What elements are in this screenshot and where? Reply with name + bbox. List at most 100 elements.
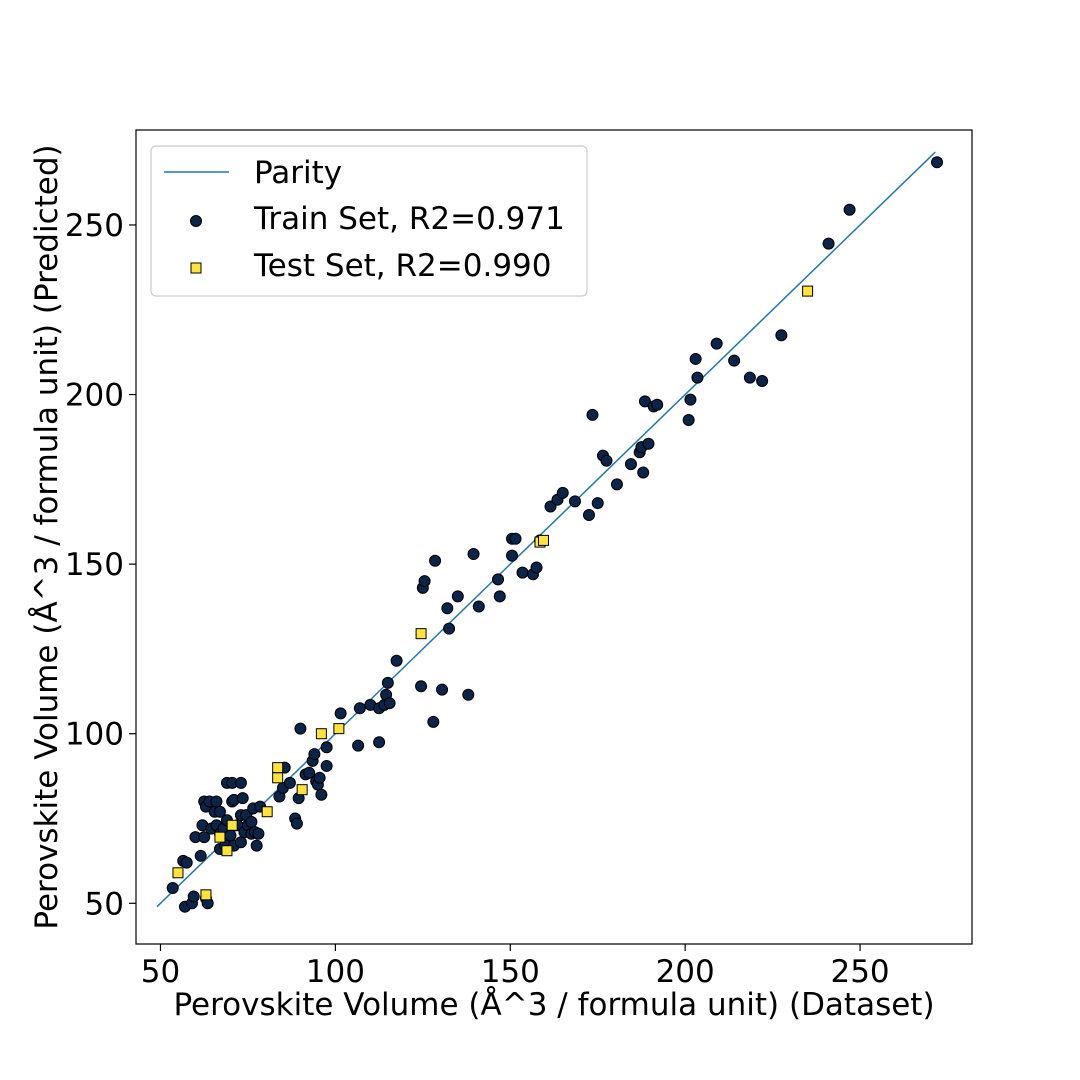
train-point xyxy=(224,829,237,842)
legend-train-label: Train Set, R2=0.971 xyxy=(253,201,565,237)
train-point xyxy=(586,408,599,421)
train-point xyxy=(166,882,179,895)
train-point xyxy=(600,454,613,467)
train-point xyxy=(418,575,431,588)
x-axis-ticks: 50 100 150 200 250 xyxy=(141,944,890,990)
train-point xyxy=(582,508,595,521)
train-point xyxy=(320,741,333,754)
train-point xyxy=(637,466,650,479)
train-point xyxy=(931,156,944,169)
train-point xyxy=(462,688,475,701)
train-point xyxy=(427,715,440,728)
x-axis-label: Perovskite Volume (Å^3 / formula unit) (… xyxy=(173,987,934,1023)
y-axis-label: Perovskite Volume (Å^3 / formula unit) (… xyxy=(29,144,65,929)
train-point xyxy=(283,776,296,789)
train-point xyxy=(689,352,702,365)
train-point xyxy=(245,815,258,828)
legend-test-label: Test Set, R2=0.990 xyxy=(253,248,552,284)
train-point xyxy=(516,566,529,579)
train-point xyxy=(684,393,697,406)
legend: Parity Train Set, R2=0.971 Test Set, R2=… xyxy=(150,145,588,297)
plot-marks xyxy=(156,151,944,913)
plot-area-frame xyxy=(135,129,973,945)
test-point xyxy=(272,772,284,784)
train-point xyxy=(252,827,265,840)
test-point xyxy=(333,723,345,735)
train-point xyxy=(610,478,623,491)
train-point xyxy=(352,739,365,752)
train-point xyxy=(624,458,637,471)
train-point xyxy=(303,766,316,779)
test-point xyxy=(296,784,308,796)
test-point xyxy=(315,728,327,740)
train-point xyxy=(308,748,321,761)
train-point xyxy=(180,856,193,869)
train-point xyxy=(353,702,366,715)
train-point xyxy=(756,374,769,387)
x-tick-label: 100 xyxy=(306,954,365,990)
train-point xyxy=(236,792,249,805)
test-point xyxy=(272,762,284,774)
test-point xyxy=(200,889,212,901)
legend-box xyxy=(150,145,588,297)
x-tick-label: 250 xyxy=(830,954,889,990)
train-point xyxy=(642,437,655,450)
train-point xyxy=(373,736,386,749)
train-point xyxy=(472,600,485,613)
train-point xyxy=(509,532,522,545)
train-point xyxy=(210,795,223,808)
y-axis-ticks: 50 100 150 200 250 xyxy=(65,208,136,922)
train-point xyxy=(493,590,506,603)
train-point xyxy=(651,398,664,411)
train-point xyxy=(638,395,651,408)
train-point xyxy=(320,759,333,772)
legend-train-swatch xyxy=(190,215,202,227)
train-point xyxy=(436,683,449,696)
train-point xyxy=(443,622,456,635)
test-point xyxy=(172,867,184,879)
train-point xyxy=(710,337,723,350)
train-point xyxy=(198,831,211,844)
train-point xyxy=(250,839,263,852)
test-point xyxy=(538,534,550,546)
train-point xyxy=(234,836,247,849)
train-point xyxy=(415,680,428,693)
test-point xyxy=(261,806,273,818)
train-point xyxy=(381,676,394,689)
train-point xyxy=(294,722,307,735)
train-point xyxy=(591,497,604,510)
x-tick-label: 200 xyxy=(656,954,715,990)
legend-parity-label: Parity xyxy=(254,155,342,191)
train-point xyxy=(568,495,581,508)
train-point xyxy=(743,371,756,384)
train-point xyxy=(234,776,247,789)
y-tick-label: 150 xyxy=(65,547,124,583)
x-tick-label: 150 xyxy=(481,954,540,990)
train-point xyxy=(313,771,326,784)
train-point xyxy=(822,237,835,250)
train-point xyxy=(315,788,328,801)
train-point xyxy=(691,371,704,384)
train-point xyxy=(728,354,741,367)
test-point xyxy=(221,845,233,857)
train-point xyxy=(213,805,226,818)
x-tick-label: 50 xyxy=(141,954,180,990)
train-point xyxy=(383,697,396,710)
train-point xyxy=(556,486,569,499)
train-point xyxy=(390,654,403,667)
train-point xyxy=(467,547,480,560)
legend-test-swatch xyxy=(190,262,202,274)
train-point xyxy=(492,573,505,586)
train-point xyxy=(187,890,200,903)
test-point xyxy=(214,831,226,843)
train-point xyxy=(451,590,464,603)
y-tick-label: 250 xyxy=(65,208,124,244)
train-point xyxy=(530,561,543,574)
test-point xyxy=(802,285,814,297)
train-point xyxy=(843,203,856,216)
train-point xyxy=(441,602,454,615)
y-tick-label: 100 xyxy=(65,717,124,753)
train-point xyxy=(194,849,207,862)
test-point xyxy=(226,819,238,831)
